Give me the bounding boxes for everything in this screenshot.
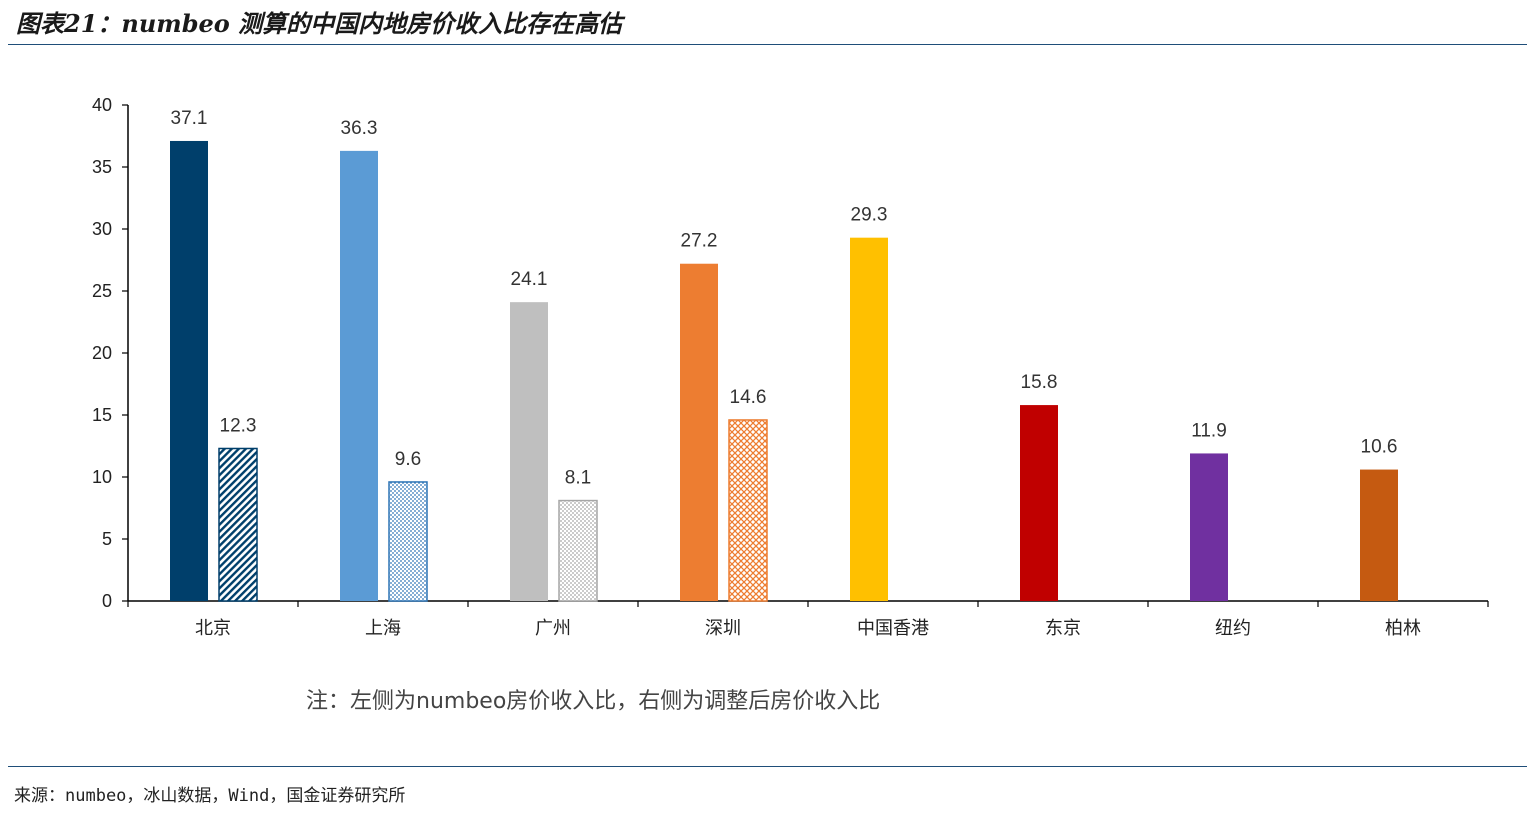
bar-adjusted bbox=[728, 419, 768, 602]
title-divider bbox=[8, 44, 1527, 45]
data-label-numbeo: 10.6 bbox=[1361, 437, 1398, 458]
data-label-numbeo: 11.9 bbox=[1191, 420, 1227, 441]
data-label-numbeo: 29.3 bbox=[851, 205, 888, 226]
x-category-label: 广州 bbox=[535, 618, 571, 639]
source-text: 来源：numbeo，冰山数据，Wind，国金证券研究所 bbox=[14, 786, 406, 806]
x-category-label: 中国香港 bbox=[857, 618, 929, 639]
bar-adjusted bbox=[558, 499, 598, 602]
data-label-numbeo: 15.8 bbox=[1021, 372, 1058, 393]
y-tick-label: 15 bbox=[92, 405, 112, 425]
source-divider bbox=[8, 766, 1527, 767]
data-label-numbeo: 27.2 bbox=[681, 231, 718, 252]
y-tick-label: 0 bbox=[102, 591, 112, 611]
x-category-label: 北京 bbox=[195, 618, 231, 639]
data-label-adjusted: 14.6 bbox=[730, 387, 767, 408]
x-category-label: 纽约 bbox=[1215, 618, 1251, 639]
y-tick-label: 20 bbox=[92, 343, 112, 363]
data-label-adjusted: 8.1 bbox=[565, 468, 591, 489]
data-labels: 37.1 12.3 36.3 9.6 24.1 8.1 27.2 14.6 29.3 15.8 11… bbox=[171, 108, 1398, 489]
x-category-label: 上海 bbox=[365, 618, 401, 639]
data-label-numbeo: 37.1 bbox=[171, 108, 208, 129]
bar-chart: 0 5 10 15 20 25 30 35 40 北京 上海 广州 深圳 中国香港 东京 纽约 柏林 37.1 1… bbox=[92, 95, 1489, 639]
bar-numbeo bbox=[680, 263, 718, 601]
bar-numbeo bbox=[170, 140, 208, 601]
bar-numbeo bbox=[1020, 405, 1058, 601]
data-label-numbeo: 24.1 bbox=[511, 269, 548, 290]
bars bbox=[170, 140, 1398, 602]
y-tick-label: 10 bbox=[92, 467, 112, 487]
y-tick-label: 35 bbox=[92, 157, 112, 177]
axes: 0 5 10 15 20 25 30 35 40 北京 上海 广州 深圳 中国香港 东京 纽约 柏林 bbox=[92, 95, 1489, 639]
x-category-label: 柏林 bbox=[1385, 618, 1421, 639]
bar-adjusted bbox=[218, 447, 258, 602]
data-label-numbeo: 36.3 bbox=[341, 118, 378, 139]
bar-numbeo bbox=[850, 237, 888, 601]
bar-numbeo bbox=[510, 302, 548, 601]
y-tick-label: 40 bbox=[92, 95, 112, 115]
x-category-label: 深圳 bbox=[705, 618, 741, 639]
data-label-adjusted: 9.6 bbox=[395, 449, 421, 470]
y-tick-label: 25 bbox=[92, 281, 112, 301]
bar-numbeo bbox=[340, 150, 378, 601]
chart-title: 图表21：numbeo 测算的中国内地房价收入比存在高估 bbox=[16, 9, 623, 38]
chart-note: 注：左侧为numbeo房价收入比，右侧为调整后房价收入比 bbox=[306, 689, 881, 714]
bar-numbeo bbox=[1360, 469, 1398, 601]
y-tick-label: 5 bbox=[102, 529, 112, 549]
bar-adjusted bbox=[388, 481, 428, 602]
y-tick-label: 30 bbox=[92, 219, 112, 239]
x-category-label: 东京 bbox=[1045, 618, 1081, 639]
data-label-adjusted: 12.3 bbox=[220, 415, 257, 436]
bar-numbeo bbox=[1190, 453, 1228, 601]
